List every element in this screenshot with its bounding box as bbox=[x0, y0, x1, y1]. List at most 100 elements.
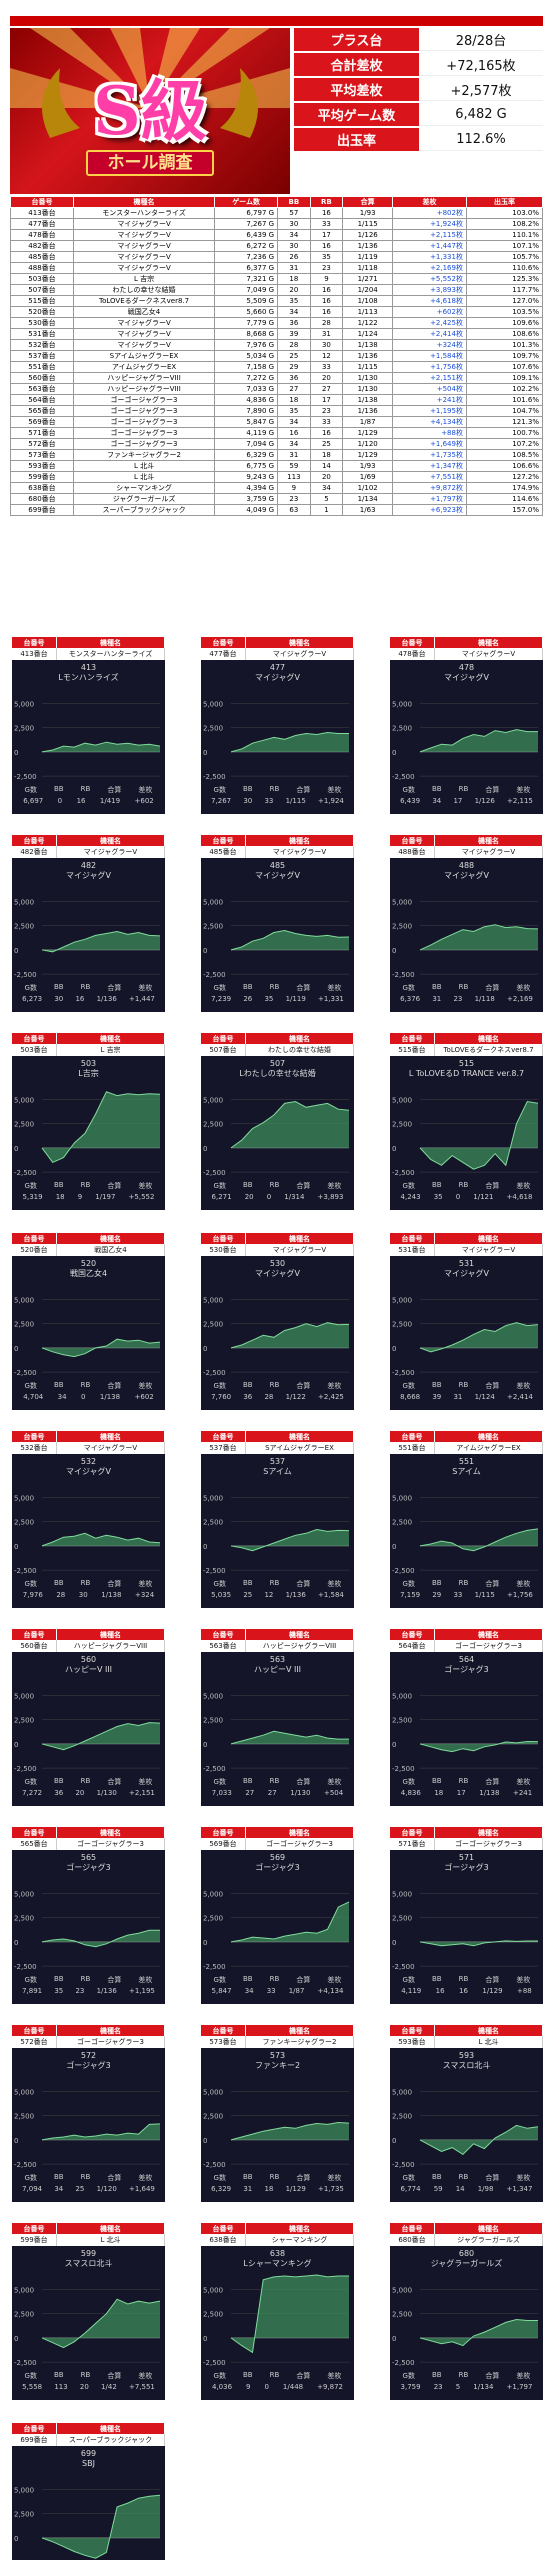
machine-card[interactable]: 台番号 機種名 507番台 わたしの幸せな結婚 507 Lわたしの幸せな結婚 5,000 2,… bbox=[201, 1033, 354, 1210]
series-line bbox=[230, 1100, 350, 1149]
table-cell: マイジャグラーV bbox=[72, 328, 216, 340]
machine-card[interactable]: 台番号 機種名 413番台 モンスターハンターライズ 413 Lモンハンライズ 5,000 2… bbox=[12, 637, 165, 814]
machine-card[interactable]: 台番号 機種名 532番台 マイジャグラーV 532 マイジャグV 5,000 2,500 0 -… bbox=[12, 1431, 165, 1608]
machine-card[interactable]: 台番号 機種名 485番台 マイジャグラーV 485 マイジャグV 5,000 2,500 0 -… bbox=[201, 835, 354, 1012]
machine-card[interactable]: 台番号 機種名 478番台 マイジャグラーV 478 マイジャグV 5,000 2,500 0 -… bbox=[390, 637, 543, 814]
machine-card[interactable]: 台番号 機種名 699番台 スーパーブラックジャック 699 SBJ 5,000 2,500 0… bbox=[12, 2423, 165, 2560]
tick-label: 2,500 bbox=[392, 725, 412, 733]
machine-card[interactable]: 台番号 機種名 551番台 アイムジャグラーEX 551 Sアイム 5,000 2,500 0 -… bbox=[390, 1431, 543, 1608]
machine-card[interactable]: 台番号 機種名 573番台 ファンキージャグラー2 573 ファンキー2 5,000 2,50… bbox=[201, 2025, 354, 2202]
tick-label: -2,500 bbox=[392, 2161, 415, 2169]
card-unit-no: 569番台 bbox=[201, 1838, 246, 1850]
table-cell: +2,425枚 bbox=[392, 317, 467, 329]
card-header: 台番号 機種名 bbox=[12, 1431, 165, 1442]
footer-value: 34 bbox=[57, 1393, 67, 1401]
footer-header: BB bbox=[243, 785, 253, 793]
machine-card[interactable]: 台番号 機種名 482番台 マイジャグラーV 482 マイジャグV 5,000 2,500 0 -… bbox=[12, 835, 165, 1012]
footer-header: RB bbox=[80, 1181, 91, 1189]
card-number: 503 bbox=[80, 1059, 97, 1068]
series-area bbox=[231, 1322, 349, 1348]
machine-card[interactable]: 台番号 機種名 638番台 シャーマンキング 638 Lシャーマンキング 5,000 2,50… bbox=[201, 2223, 354, 2400]
card-number: 482 bbox=[80, 861, 97, 870]
machine-card[interactable]: 台番号 機種名 560番台 ハッピージャグラーVIII 560 ハッピーV III 5,00… bbox=[12, 1629, 165, 1806]
footer-value: +241 bbox=[512, 1789, 533, 1797]
footer-value: 4,704 bbox=[23, 1393, 44, 1401]
card-header: 台番号 機種名 bbox=[201, 835, 354, 846]
card-number: 563 bbox=[269, 1655, 286, 1664]
machine-card[interactable]: 台番号 機種名 503番台 L 吉宗 503 L吉宗 5,000 2,500 0 -2,500 G数… bbox=[12, 1033, 165, 1210]
hero-banner: S級 ホール調査 bbox=[10, 28, 290, 194]
table-cell: +802枚 bbox=[392, 207, 467, 219]
footer-header: 合算 bbox=[107, 1976, 122, 1984]
card-title: Lシャーマンキング bbox=[243, 2259, 312, 2268]
footer-header: G数 bbox=[24, 1382, 37, 1390]
footer-value: 1/136 bbox=[96, 1987, 117, 1995]
table-cell: 114.6% bbox=[465, 493, 544, 505]
machine-card[interactable]: 台番号 機種名 520番台 戦国乙女4 520 戦国乙女4 5,000 2,500 0 -2,50… bbox=[12, 1233, 165, 1410]
table-cell: 5,509 G bbox=[214, 295, 279, 307]
table-cell: 31 bbox=[309, 328, 344, 340]
table-row: 503番台 L 吉宗 7,321 G 18 9 1/271 +5,552枚 125.3% bbox=[10, 273, 544, 285]
summary-row: 平均差枚 +2,577枚 bbox=[294, 78, 543, 101]
table-cell: 34 bbox=[277, 416, 311, 428]
card-header-no: 台番号 bbox=[201, 1827, 246, 1838]
tick-label: 5,000 bbox=[203, 1495, 223, 1503]
table-cell: 103.5% bbox=[465, 306, 544, 318]
footer-header: 合算 bbox=[107, 984, 122, 992]
tick-label: 2,500 bbox=[203, 725, 223, 733]
series-line bbox=[419, 1940, 538, 1947]
machine-card[interactable]: 台番号 機種名 569番台 ゴーゴージャグラー3 569 ゴージャグ3 5,000 2,500… bbox=[201, 1827, 354, 2004]
machine-card[interactable]: 台番号 機種名 537番台 SアイムジャグラーEX 537 Sアイム 5,000 2,500 0… bbox=[201, 1431, 354, 1608]
footer-header: 合算 bbox=[296, 786, 311, 794]
tick-label: -2,500 bbox=[392, 2359, 415, 2367]
machine-card[interactable]: 台番号 機種名 680番台 ジャグラーガールズ 680 ジャグラーガールズ 5,000 2,5… bbox=[390, 2223, 543, 2400]
machine-card[interactable]: 台番号 機種名 515番台 ToLOVEるダークネスver8.7 515 L ToLOVE… bbox=[390, 1033, 543, 1210]
footer-header: G数 bbox=[213, 1382, 226, 1390]
machine-card[interactable]: 台番号 機種名 599番台 L 北斗 599 スマスロ北斗 5,000 2,500 0 -2,50… bbox=[12, 2223, 165, 2400]
tick-label: 5,000 bbox=[392, 1097, 412, 1105]
footer-value: 39 bbox=[432, 1393, 442, 1401]
card-footer: G数 BB RB 合算 差枚 7,272 36 20 1/130 +2,151 bbox=[12, 1777, 165, 1797]
footer-header: 合算 bbox=[296, 1182, 311, 1190]
machine-card[interactable]: 台番号 機種名 488番台 マイジャグラーV 488 マイジャグV 5,000 2,500 0 -… bbox=[390, 835, 543, 1012]
tick-label: 5,000 bbox=[392, 701, 412, 709]
footer-header: 差枚 bbox=[516, 984, 531, 992]
footer-header: 合算 bbox=[296, 984, 311, 992]
card-footer-values: 6,439 34 17 1/126 +2,115 bbox=[390, 797, 543, 805]
machine-card[interactable]: 台番号 機種名 563番台 ハッピージャグラーVIII 563 ハッピーV III 5,00… bbox=[201, 1629, 354, 1806]
machine-card[interactable]: 台番号 機種名 565番台 ゴーゴージャグラー3 565 ゴージャグ3 5,000 2,500… bbox=[12, 1827, 165, 2004]
table-cell: 569番台 bbox=[10, 416, 74, 428]
machine-card[interactable]: 台番号 機種名 572番台 ゴーゴージャグラー3 572 ゴージャグ3 5,000 2,500… bbox=[12, 2025, 165, 2202]
series-line bbox=[230, 929, 350, 951]
footer-header: BB bbox=[243, 1975, 253, 1983]
table-row: 485番台 マイジャグラーV 7,236 G 26 35 1/119 +1,331枚 105.… bbox=[10, 251, 544, 263]
table-cell: 16 bbox=[309, 427, 344, 439]
table-cell: モンスターハンターライズ bbox=[72, 207, 216, 219]
footer-header: G数 bbox=[213, 2174, 226, 2182]
footer-value: 5 bbox=[455, 2383, 461, 2391]
machine-card[interactable]: 台番号 機種名 571番台 ゴーゴージャグラー3 571 ゴージャグ3 5,000 2,500… bbox=[390, 1827, 543, 2004]
machine-card[interactable]: 台番号 機種名 530番台 マイジャグラーV 530 マイジャグV 5,000 2,500 0 -… bbox=[201, 1233, 354, 1410]
footer-header: BB bbox=[54, 983, 64, 991]
card-header-no: 台番号 bbox=[12, 2025, 57, 2036]
machine-card[interactable]: 台番号 機種名 531番台 マイジャグラーV 531 マイジャグV 5,000 2,500 0 -… bbox=[390, 1233, 543, 1410]
card-number: 485 bbox=[269, 861, 286, 870]
footer-header: RB bbox=[269, 1579, 280, 1587]
footer-value: +7,551 bbox=[128, 2383, 155, 2391]
tick-label: 2,500 bbox=[203, 1321, 223, 1329]
tick-label: 0 bbox=[392, 1939, 396, 1947]
table-cell: 3,759 G bbox=[214, 493, 279, 505]
card-footer-values: 8,668 39 31 1/124 +2,414 bbox=[390, 1393, 543, 1401]
machine-card[interactable]: 台番号 機種名 593番台 L 北斗 593 スマスロ北斗 5,000 2,500 0 -2,50… bbox=[390, 2025, 543, 2202]
footer-header: RB bbox=[269, 1777, 280, 1785]
tick-label: -2,500 bbox=[203, 1963, 226, 1971]
machine-card[interactable]: 台番号 機種名 564番台 ゴーゴージャグラー3 564 ゴージャグ3 5,000 2,500… bbox=[390, 1629, 543, 1806]
tick-label: 0 bbox=[14, 947, 18, 955]
table-cell: 16 bbox=[309, 240, 344, 252]
table-cell: 1/115 bbox=[342, 218, 394, 230]
footer-value: 1/138 bbox=[479, 1789, 500, 1797]
machine-card[interactable]: 台番号 機種名 477番台 マイジャグラーV 477 マイジャグV 5,000 2,500 0 -… bbox=[201, 637, 354, 814]
footer-value: +5,552 bbox=[128, 1193, 155, 1201]
card-unit-no: 599番台 bbox=[12, 2234, 57, 2246]
tick-label: 5,000 bbox=[14, 2287, 34, 2295]
